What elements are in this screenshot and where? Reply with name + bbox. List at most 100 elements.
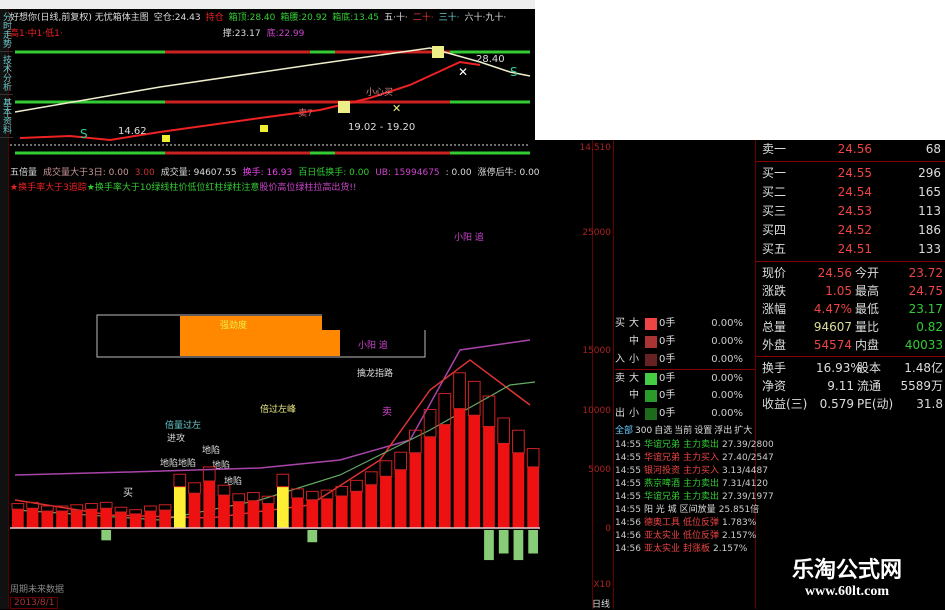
bid-row[interactable]: 买三 24.53 113 xyxy=(756,202,945,221)
flow-tab[interactable]: 设置 xyxy=(694,426,713,436)
flow-tab[interactable]: 浮出 xyxy=(714,426,733,436)
legend-item: 空仓:24.43 xyxy=(153,13,201,23)
tab-technical[interactable]: 技术分析 xyxy=(0,52,13,95)
y-tick: 5000 xyxy=(588,465,611,475)
quote-value: 24.56 xyxy=(817,266,852,280)
legend-item: 底:22.99 xyxy=(266,29,305,39)
trade-alert-row[interactable]: 14:55 华谊兄弟 主力卖出 27.39/1977 xyxy=(615,491,774,504)
volume-bar xyxy=(335,496,348,528)
trade-time: 14:55 xyxy=(615,492,641,502)
quote-row: 外盘 54574 内盘 40033 xyxy=(756,336,945,354)
volume-bar-outline xyxy=(467,380,481,416)
trade-value: 27.39/1977 xyxy=(721,492,774,502)
dixian-label: 地陷 xyxy=(202,444,220,456)
trade-alert-row[interactable]: 14:56 德奥工具 低位反弹 1.783% xyxy=(615,517,757,530)
volume-bar-outline xyxy=(55,505,69,512)
tab-intraday[interactable]: 分时走势 xyxy=(0,9,13,52)
flow-size: 大 xyxy=(629,372,639,384)
menu-bar[interactable] xyxy=(0,0,945,9)
volume-chart[interactable]: 强劲度 小阳 追 小阳 追 擒龙指路 倍过左峰 倍量过左 进攻 地陷地陷 地陷 … xyxy=(10,200,590,580)
volume-bar xyxy=(144,511,157,528)
level-label: 买五 xyxy=(762,242,787,256)
quote-key: 涨幅 xyxy=(762,302,787,316)
trade-alert-row[interactable]: 14:55 银河投资 主力买入 3.13/4487 xyxy=(615,465,768,478)
trade-alert-row[interactable]: 14:55 燕京啤酒 主力卖出 7.31/4120 xyxy=(615,478,768,491)
bid-row[interactable]: 买一 24.55 296 xyxy=(756,164,945,183)
xiaoyang-label: 小阳 追 xyxy=(454,231,484,243)
flow-row: 出小 0手 0.00% xyxy=(615,405,755,423)
trade-alerts-list: 14:55 华谊兄弟 主力卖出 27.39/2800 14:55 华谊兄弟 主力买入 27.4… xyxy=(615,439,774,556)
level-volume: 186 xyxy=(918,223,941,237)
trade-alert-row[interactable]: 14:55 阳 光 城区间放量 25.851倍 xyxy=(615,504,759,517)
bid-row[interactable]: 买四 24.52 186 xyxy=(756,221,945,240)
y-tick: 10000 xyxy=(582,406,611,416)
stats-row: 收益(三) 0.579 PE(动) 31.8 xyxy=(756,395,945,413)
volume-bar xyxy=(115,512,127,528)
volume-bar xyxy=(512,452,525,528)
level-label: 买三 xyxy=(762,204,787,218)
trade-alert-row[interactable]: 14:56 亚太实业 封涨板 2.157% xyxy=(615,543,755,556)
sell-label: 卖7 xyxy=(298,108,313,119)
trade-value: 1.783% xyxy=(721,518,757,528)
flow-tab[interactable]: 扩大 xyxy=(734,426,753,436)
signal-marker-icon xyxy=(162,135,170,142)
legend-item: 高1·中1·低1· xyxy=(10,29,63,39)
volume-bar-outline xyxy=(526,448,540,468)
volume-bar-outline xyxy=(364,471,378,486)
tab-fundamentals[interactable]: 基本资料 xyxy=(0,95,13,138)
trade-value: 27.39/2800 xyxy=(721,440,774,450)
legend-item: 箱顶:28.40 xyxy=(228,13,276,23)
jingong-label: 进攻 xyxy=(167,432,185,444)
trade-time: 14:55 xyxy=(615,466,641,476)
flow-tab[interactable]: 全部 xyxy=(615,426,634,436)
volume-bar xyxy=(394,469,407,528)
volume-bar xyxy=(468,415,481,528)
trade-type: 主力卖出 xyxy=(682,492,719,502)
volume-bar xyxy=(203,481,216,528)
period-label[interactable]: 日线 xyxy=(592,600,611,610)
flow-tab[interactable]: 300 xyxy=(635,426,653,436)
volume-bar-outline xyxy=(202,466,216,482)
trade-alert-row[interactable]: 14:55 华谊兄弟 主力卖出 27.39/2800 xyxy=(615,439,774,452)
flow-color-swatch xyxy=(645,408,657,420)
volume-bar xyxy=(218,495,230,528)
flow-tab[interactable]: 当前 xyxy=(674,426,693,436)
volume-bar-outline xyxy=(173,473,187,488)
price-line xyxy=(19,60,481,142)
stat-value: 16.93% xyxy=(816,361,862,375)
trade-type: 低位反弹 xyxy=(682,531,719,541)
volume-bar-outline xyxy=(276,473,290,488)
volume-bar xyxy=(188,493,201,528)
volume-bar xyxy=(497,443,510,528)
volume-bar-outline xyxy=(453,372,466,410)
stat-key: PE(动) xyxy=(857,397,894,411)
level-label: 卖一 xyxy=(762,142,787,156)
bid-row[interactable]: 买五 24.51 133 xyxy=(756,240,945,259)
signal-text: 股价高位绿柱拉高出货!! xyxy=(259,183,357,193)
watermark-title: 乐淘公式网 xyxy=(791,557,902,583)
volume-bar xyxy=(483,426,495,528)
flow-tab[interactable]: 自选 xyxy=(654,426,673,436)
price-chart[interactable]: ✕ ✕ 14.62 19.02 - 19.20 28.40 卖7 小心买 S S xyxy=(10,40,535,165)
flow-size: 小 xyxy=(629,354,639,365)
volume-bar-outline xyxy=(26,501,39,509)
flow-color-swatch xyxy=(645,354,657,366)
trade-stock: 华谊兄弟 xyxy=(643,440,680,450)
blank-panel xyxy=(535,0,945,140)
trade-alert-row[interactable]: 14:56 亚太实业 低位反弹 2.157% xyxy=(615,530,756,543)
trade-alert-row[interactable]: 14:55 华谊兄弟 主力买入 27.40/2547 xyxy=(615,452,774,465)
trade-stock: 亚太实业 xyxy=(643,544,680,554)
stat-value: 31.8 xyxy=(916,397,943,411)
volume-bar xyxy=(12,509,24,528)
volume-bar-outline xyxy=(85,503,98,510)
quote-row: 涨幅 4.47% 最低 23.17 xyxy=(756,300,945,318)
quote-key: 今开 xyxy=(855,266,880,280)
trade-time: 14:56 xyxy=(615,544,641,554)
bid-row[interactable]: 买二 24.54 165 xyxy=(756,183,945,202)
volume-bar-outline xyxy=(305,490,319,501)
volume-bar-outline xyxy=(70,504,84,511)
ask-row[interactable]: 卖一 24.56 68 xyxy=(756,140,945,159)
legend-item: 箱腰:20.92 xyxy=(280,13,328,23)
flow-row: 中 0手 0.00% xyxy=(615,387,755,405)
volume-legend-item: : 0.00 xyxy=(445,168,472,178)
